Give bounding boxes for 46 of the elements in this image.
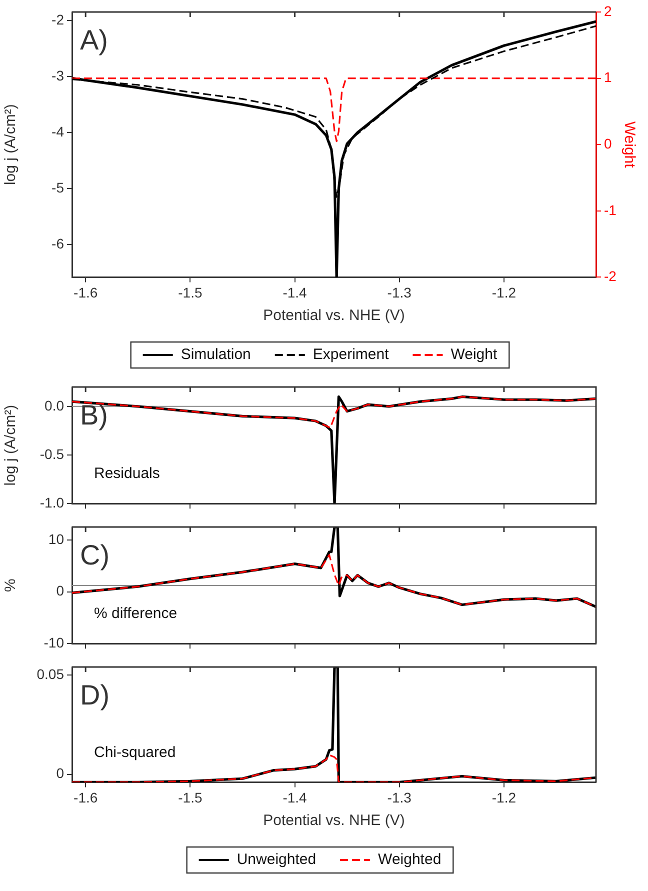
x-tick-label: -1.2 [492, 284, 516, 300]
legend-label: Experiment [312, 346, 390, 364]
y-tick-label: 0.05 [36, 666, 64, 682]
x-tick-label: -1.4 [282, 284, 308, 300]
y-tick-label: 10 [48, 530, 64, 547]
y-tick-label: -3 [52, 67, 64, 84]
y2-tick-label: 0 [604, 135, 612, 152]
y-axis-title: % [2, 578, 20, 592]
annotation: B) [80, 400, 108, 431]
y-tick-label: 0.0 [44, 397, 64, 414]
legend-label: Simulation [180, 346, 251, 364]
x-tick-label: -1.6 [74, 284, 98, 300]
annotation: Chi-squared [94, 744, 176, 761]
y-tick-label: -5 [52, 179, 64, 196]
y-tick-label: -1.0 [40, 494, 64, 510]
x-axis-title: Potential vs. NHE (V) [263, 812, 405, 830]
y-tick-label: 0 [56, 765, 64, 782]
x-tick-label: -1.4 [282, 789, 308, 806]
y-tick-label: -10 [44, 634, 64, 650]
legend-label: Unweighted [236, 851, 316, 868]
annotation: C) [80, 540, 110, 571]
annotation: % difference [94, 605, 178, 622]
x-tick-label: -1.5 [178, 284, 202, 300]
y-tick-label: -4 [52, 123, 64, 140]
y2-tick-label: 2 [604, 2, 612, 19]
y-tick-label: -2 [52, 11, 64, 28]
x-tick-label: -1.6 [74, 789, 98, 806]
y2-axis-title: Weight [620, 121, 638, 169]
y2-tick-label: -1 [604, 202, 617, 218]
x-tick-label: -1.3 [387, 789, 412, 806]
y-tick-label: -6 [52, 236, 64, 252]
legend-label: Weighted [378, 851, 442, 868]
annotation: Residuals [94, 465, 160, 482]
x-tick-label: -1.2 [492, 789, 516, 806]
annotation: A) [80, 24, 108, 56]
y-axis-title: log j (A/cm²) [2, 104, 20, 186]
y2-tick-label: -2 [604, 268, 617, 284]
x-tick-label: -1.5 [178, 789, 202, 806]
x-axis-title: Potential vs. NHE (V) [263, 307, 405, 324]
annotation: D) [80, 680, 110, 711]
y-tick-label: 0 [56, 582, 64, 599]
y-axis-title: log j (A/cm²) [2, 404, 20, 486]
y2-tick-label: 1 [604, 69, 612, 86]
y-tick-label: -0.5 [40, 446, 64, 462]
legend-label: Weight [450, 346, 498, 364]
x-tick-label: -1.3 [387, 284, 412, 300]
